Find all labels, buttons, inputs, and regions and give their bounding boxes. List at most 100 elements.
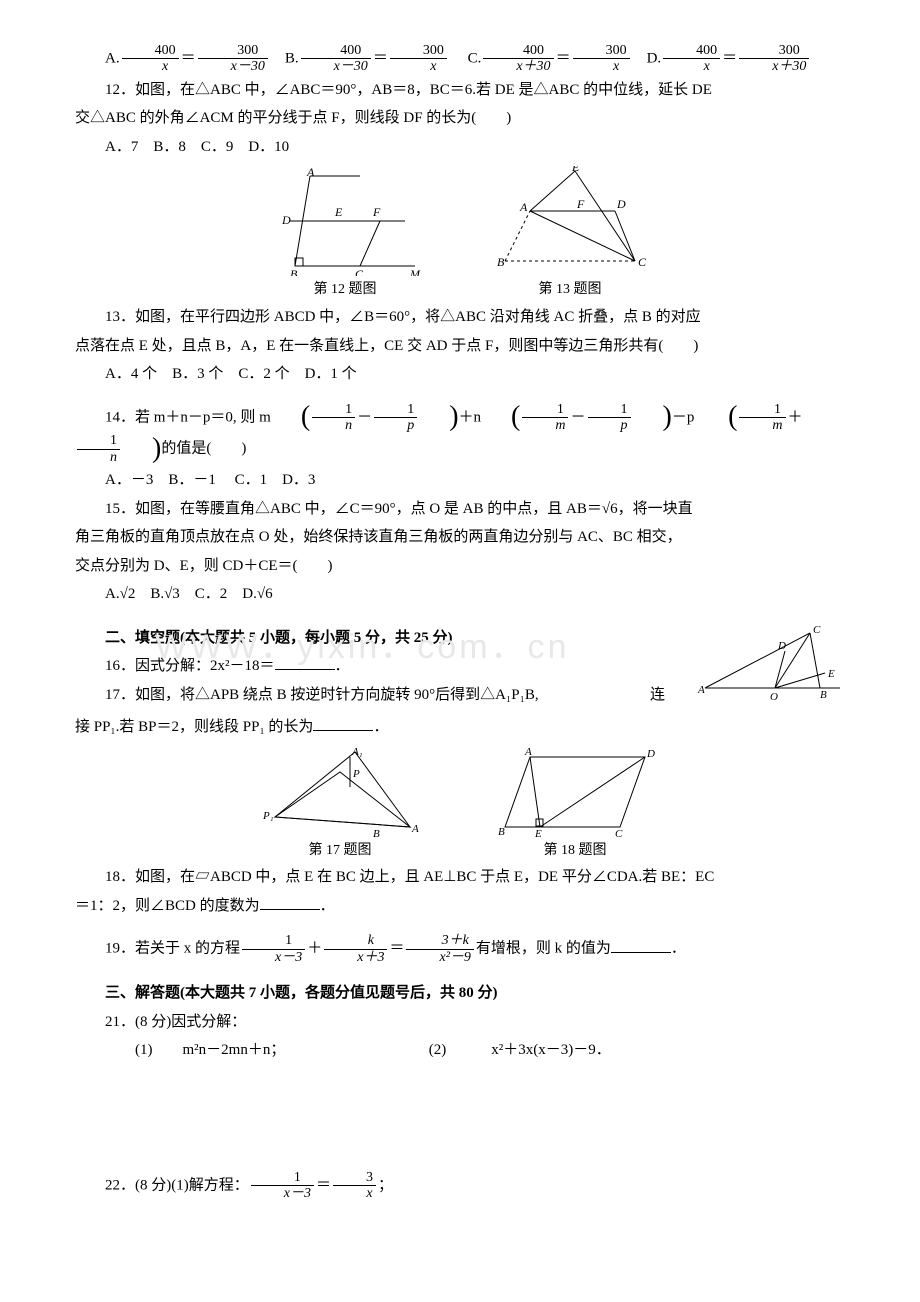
svg-text:C: C <box>615 828 623 837</box>
svg-text:E: E <box>334 205 343 219</box>
mid: ＋n <box>459 409 482 425</box>
period: ． <box>335 658 350 674</box>
n: 1 <box>588 402 631 417</box>
q22: 22．(8 分)(1)解方程：1x－3＝3x； <box>75 1170 845 1202</box>
svg-text:D: D <box>646 748 655 760</box>
svg-text:F: F <box>372 205 381 219</box>
q14-pre: 14．若 m＋n－p＝0, 则 m <box>105 409 271 425</box>
n: 1 <box>739 402 785 417</box>
fig-row-17-18: A₁ P P₁ A B 第 17 题图 A D B E C <box>75 747 845 863</box>
q18-line1: 18．如图，在▱ABCD 中，点 E 在 BC 边上，且 AE⊥BC 于点 E，… <box>75 865 845 891</box>
q13-line1: 13．如图，在平行四边形 ABCD 中，∠B＝60°，将△ABC 沿对角线 AC… <box>75 305 845 331</box>
num: 300 <box>198 43 268 58</box>
blank <box>260 909 320 910</box>
q15-line3: 交点分别为 D、E，则 CD＋CE＝( ) <box>75 554 845 580</box>
svg-text:A: A <box>411 823 419 835</box>
blank <box>275 669 335 670</box>
q14-post: 的值是( ) <box>161 441 246 457</box>
q11-options: A.400x＝300x－30 B.400x－30＝300x C.400x＋30＝… <box>75 43 845 75</box>
d: m <box>522 417 568 433</box>
den: x <box>663 58 720 74</box>
den: x－30 <box>198 58 268 74</box>
d: p <box>374 417 417 433</box>
d: x－3 <box>242 949 305 965</box>
fig15: A C D E B O <box>695 623 845 713</box>
op: － <box>570 409 585 425</box>
svg-text:C: C <box>813 624 821 636</box>
eq: ＝ <box>181 50 196 66</box>
q21-parts: (1) m²n－2mn＋n； (2) x²＋3x(x－3)－9． <box>75 1038 845 1064</box>
svg-text:B: B <box>373 828 380 837</box>
svg-text:C: C <box>355 267 364 276</box>
num: 400 <box>483 43 553 58</box>
mid: －p <box>672 409 695 425</box>
num: 300 <box>739 43 809 58</box>
period: ． <box>320 898 335 914</box>
q19: 19．若关于 x 的方程1x－3＋kx＋3＝3＋kx²－9有增根，则 k 的值为… <box>75 933 845 965</box>
n: 3 <box>333 1170 376 1185</box>
n: k <box>324 933 387 948</box>
fig17-caption: 第 17 题图 <box>255 839 425 863</box>
label-a: A. <box>105 50 120 66</box>
q19-pre: 19．若关于 x 的方程 <box>105 941 240 957</box>
blank <box>313 730 373 731</box>
svg-text:B: B <box>290 267 298 276</box>
n: 3＋k <box>406 933 473 948</box>
d: n <box>312 417 355 433</box>
d: n <box>77 449 120 465</box>
q14: 14．若 m＋n－p＝0, 则 m(1n－1p)＋n(1m－1p)－p (1m＋… <box>75 402 845 466</box>
q13-options: A．4 个 B．3 个 C．2 个 D．1 个 <box>75 362 845 388</box>
fig12-caption: 第 12 题图 <box>265 278 425 302</box>
op: ＋ <box>788 409 803 425</box>
fig18-caption: 第 18 题图 <box>485 839 665 863</box>
period: ． <box>671 941 686 957</box>
svg-text:D: D <box>777 640 786 652</box>
eq: ＝ <box>389 941 404 957</box>
svg-text:A: A <box>306 166 315 179</box>
svg-text:B: B <box>497 255 505 269</box>
label-c: C. <box>468 50 482 66</box>
num: 400 <box>301 43 371 58</box>
num: 400 <box>122 43 179 58</box>
svg-text:D: D <box>616 197 626 211</box>
q16-text: 16．因式分解：2x²－18＝ <box>105 658 275 674</box>
q17-line2: 接 PP₁.若 BP＝2，则线段 PP₁ 的长为． <box>75 715 845 741</box>
end: ； <box>378 1177 393 1193</box>
q12-line2: 交△ABC 的外角∠ACM 的平分线于点 F，则线段 DF 的长为( ) <box>75 106 845 132</box>
q15-line1: 15．如图，在等腰直角△ABC 中，∠C＝90°，点 O 是 AB 的中点，且 … <box>75 497 845 523</box>
svg-text:B: B <box>498 826 505 837</box>
eq: ＝ <box>373 50 388 66</box>
q21b: (2) x²＋3x(x－3)－9． <box>429 1042 611 1058</box>
q17-conn: 连 <box>620 683 665 709</box>
den: x－30 <box>301 58 371 74</box>
q18-line2: ＝1：2，则∠BCD 的度数为． <box>75 894 845 920</box>
svg-text:F: F <box>576 197 585 211</box>
section3-header: 三、解答题(本大题共 7 小题，各题分值见题号后，共 80 分) <box>75 981 845 1007</box>
svg-text:E: E <box>534 828 542 837</box>
period: ． <box>373 719 388 735</box>
fig12-svg: A D E F B C M <box>265 166 425 276</box>
den: x <box>390 58 447 74</box>
q17-t1: 17．如图，将△APB 绕点 B 按逆时针方向旋转 90°后得到△A₁P₁B, <box>105 687 539 703</box>
svg-text:M: M <box>409 267 421 276</box>
svg-text:D: D <box>281 213 291 227</box>
svg-text:A: A <box>519 200 528 214</box>
q21a: (1) m²n－2mn＋n； <box>105 1038 425 1064</box>
fig17-svg: A₁ P P₁ A B <box>255 747 425 837</box>
svg-text:P: P <box>352 768 360 780</box>
q15-options: A.√2 B.√3 C．2 D.√6 <box>75 582 845 608</box>
d: x²－9 <box>406 949 473 965</box>
q14-options: A．－3 B．－1 C．1 D．3 <box>75 468 845 494</box>
svg-text:A: A <box>697 684 705 696</box>
den: x <box>573 58 630 74</box>
n: 1 <box>77 433 120 448</box>
eq: ＝ <box>556 50 571 66</box>
d: p <box>588 417 631 433</box>
d: x－3 <box>251 1185 314 1201</box>
num: 300 <box>573 43 630 58</box>
num: 300 <box>390 43 447 58</box>
svg-text:E: E <box>571 166 580 174</box>
svg-text:O: O <box>770 691 778 703</box>
svg-text:B: B <box>820 689 827 701</box>
q22-pre: 22．(8 分)(1)解方程： <box>105 1177 249 1193</box>
